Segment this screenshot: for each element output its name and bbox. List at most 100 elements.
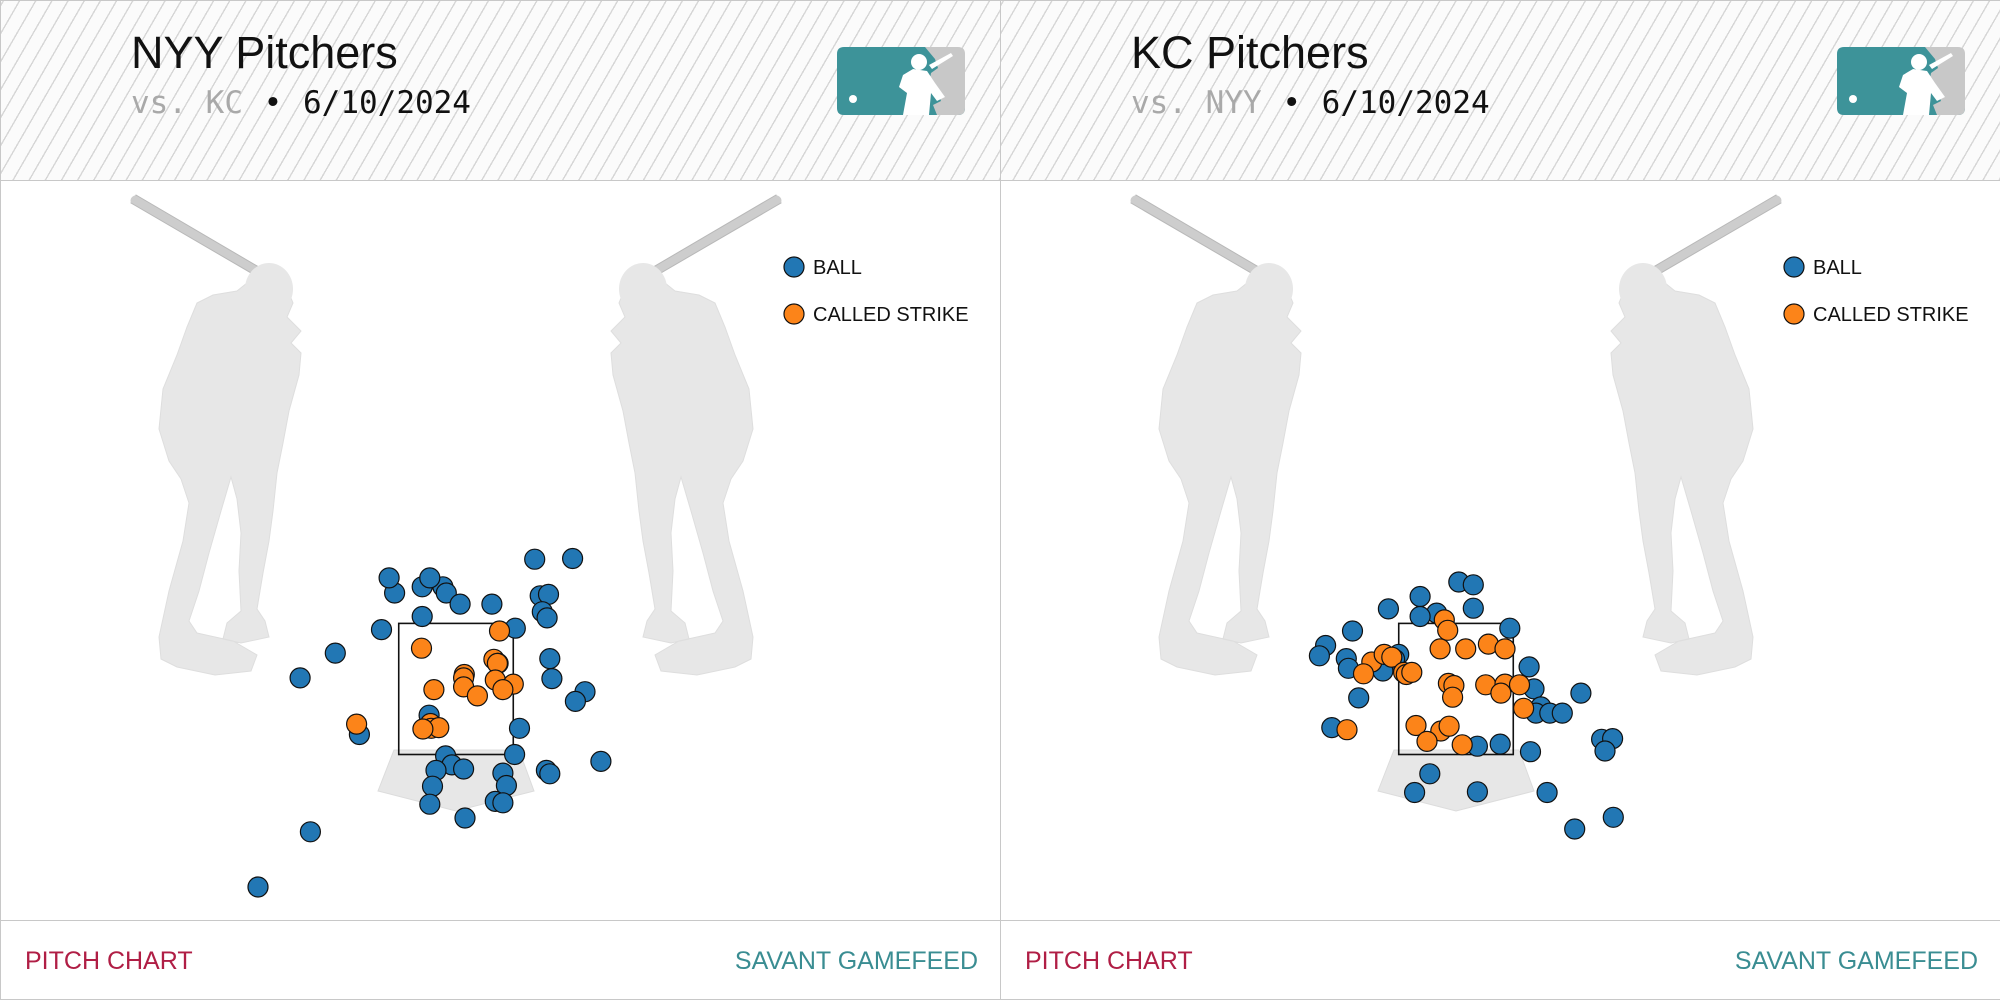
pitch-point-ball (1518, 656, 1540, 678)
legend-called-strike-marker (783, 303, 805, 325)
pitch-point-ball (1519, 741, 1542, 763)
pitch-point-ball (524, 548, 546, 570)
opponent-label: vs. KC (131, 85, 243, 121)
pitch-point-called-strike (1336, 719, 1358, 741)
pitch-point-called-strike (492, 679, 514, 701)
pitch-point-ball (1409, 605, 1431, 628)
pitch-point-ball (1594, 740, 1616, 762)
legend: BALL CALLED STRIKE (783, 256, 969, 326)
legend-ball-label: BALL (1813, 257, 1862, 279)
pitch-point-ball (1466, 781, 1488, 803)
panel-title: KC Pitchers (1131, 27, 1369, 78)
pitch-point-called-strike (423, 679, 445, 701)
pitch-point-ball (453, 758, 475, 780)
pitch-point-called-strike (346, 713, 368, 735)
pitch-point-ball (247, 876, 269, 898)
pitch-point-ball (1348, 687, 1370, 709)
pitch-point-ball (324, 642, 346, 664)
pitch-point-ball (1462, 597, 1484, 619)
pitch-point-ball (492, 792, 514, 814)
pitch-chart-link[interactable]: PITCH CHART (25, 947, 193, 975)
pitch-point-called-strike (488, 620, 511, 642)
pitch-point-ball (561, 547, 584, 570)
right-batter-silhouette (610, 194, 782, 676)
panel-footer: PITCH CHART SAVANT GAMEFEED (1001, 920, 2000, 999)
pitch-point-called-strike (1429, 638, 1451, 660)
panel-title: NYY Pitchers (131, 27, 398, 78)
pitch-point-ball (419, 793, 441, 815)
pitch-points (1308, 571, 1624, 840)
legend-called-strike-label: CALLED STRIKE (813, 304, 969, 326)
pitch-point-ball (299, 821, 321, 843)
pitch-point-called-strike (1381, 646, 1403, 668)
pitch-point-called-strike (1437, 619, 1459, 641)
panel-footer: PITCH CHART SAVANT GAMEFEED (1, 920, 1000, 999)
pitch-point-ball (289, 667, 311, 689)
bullet-separator: • (263, 85, 283, 121)
pitch-point-ball (590, 750, 612, 773)
legend-ball-marker (1783, 256, 1805, 278)
mlb-logo-icon (1837, 47, 1965, 115)
pitch-point-called-strike (1494, 638, 1516, 660)
savant-gamefeed-link[interactable]: SAVANT GAMEFEED (734, 947, 978, 975)
pitch-point-ball (1341, 620, 1364, 642)
pitch-point-ball (481, 593, 503, 615)
legend-called-strike-label: CALLED STRIKE (1813, 304, 1969, 326)
pitch-point-called-strike (1405, 714, 1427, 737)
savant-gamefeed-link[interactable]: SAVANT GAMEFEED (1734, 947, 1978, 975)
game-date: 6/10/2024 (303, 85, 471, 121)
pitch-point-called-strike (1451, 734, 1473, 756)
pitch-point-ball (419, 567, 441, 589)
pitch-point-ball (1419, 763, 1441, 785)
batter-silhouettes (130, 194, 782, 812)
legend-ball-label: BALL (813, 257, 862, 279)
pitch-point-ball (539, 648, 561, 670)
pitch-chart: BALL CALLED STRIKE (1, 181, 1000, 919)
panel-subtitle: vs. NYY • 6/10/2024 (1131, 85, 1490, 121)
game-date: 6/10/2024 (1321, 85, 1490, 121)
pitch-point-ball (1409, 585, 1431, 608)
pitch-point-ball (1404, 781, 1426, 804)
pitch-point-called-strike (412, 718, 434, 740)
pitch-point-ball (539, 763, 561, 785)
bullet-separator: • (1282, 85, 1301, 121)
pitch-point-ball (1551, 702, 1573, 724)
legend: BALL CALLED STRIKE (1783, 256, 1969, 326)
mlb-logo-icon (837, 47, 965, 115)
pitch-point-ball (541, 668, 563, 690)
pitch-point-ball (536, 607, 558, 629)
pitch-chart-panel-nyy: NYY Pitchers vs. KC • 6/10/2024 (0, 0, 1001, 1000)
left-batter-silhouette (1130, 194, 1302, 676)
right-batter-silhouette (1610, 194, 1782, 676)
pitch-chart: BALL CALLED STRIKE (1001, 181, 2000, 919)
pitch-point-called-strike (1438, 715, 1460, 737)
batter-silhouettes (1130, 194, 1782, 812)
pitch-point-ball (1489, 733, 1511, 755)
legend-called-strike-marker (1783, 303, 1805, 325)
pitch-chart-link[interactable]: PITCH CHART (1025, 947, 1193, 975)
home-plate (1377, 749, 1535, 812)
pitch-point-ball (370, 619, 393, 641)
pitch-point-called-strike (1401, 661, 1423, 683)
pitch-point-called-strike (1416, 730, 1438, 753)
pitch-point-ball (435, 582, 457, 604)
pitch-point-ball (1570, 682, 1592, 704)
pitch-point-called-strike (1490, 682, 1512, 704)
pitch-point-called-strike (1455, 638, 1477, 660)
left-batter-silhouette (130, 194, 302, 676)
pitch-point-ball (378, 567, 400, 589)
pitch-point-ball (1564, 818, 1586, 840)
pitch-point-ball (1308, 645, 1330, 667)
pitch-point-ball (411, 605, 433, 628)
panel-subtitle: vs. KC • 6/10/2024 (131, 85, 471, 121)
pitch-point-ball (1536, 781, 1558, 804)
pitch-point-ball (508, 717, 531, 739)
pitch-chart-panel-kc: KC Pitchers vs. NYY • 6/10/2024 (1000, 0, 2000, 1000)
panel-header: KC Pitchers vs. NYY • 6/10/2024 (1001, 1, 2000, 181)
pitch-point-ball (564, 690, 587, 713)
pitch-point-ball (1602, 806, 1624, 828)
pitch-point-called-strike (410, 637, 433, 659)
pitch-point-called-strike (1442, 686, 1464, 708)
pitch-point-ball (1499, 617, 1521, 639)
